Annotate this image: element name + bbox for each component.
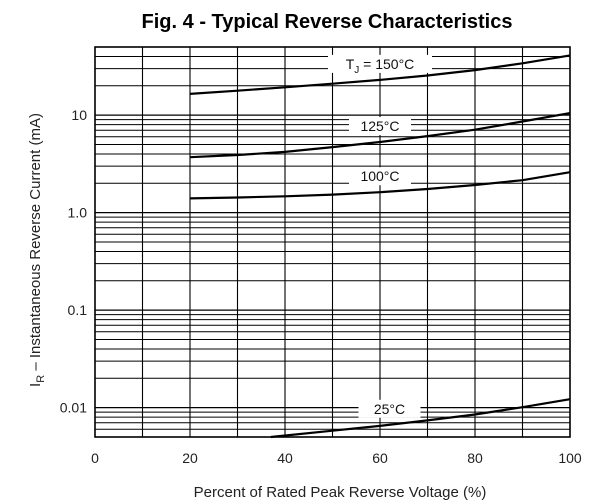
series-label-main: T — [346, 56, 355, 72]
series-label: TJ = 150°C — [346, 56, 415, 76]
series-line — [189, 171, 571, 200]
curves: TJ = 150°C 125°C 100°C 25°C — [189, 54, 571, 439]
series-label-main: 125°C — [360, 118, 399, 134]
series-label-bg — [358, 399, 421, 418]
series-label-main: 25°C — [374, 401, 405, 417]
y-tick-label: 10 — [71, 107, 87, 123]
series-line — [270, 398, 571, 439]
x-tick-label: 40 — [277, 450, 293, 466]
series-label-main: 100°C — [360, 168, 399, 184]
x-axis-label: Percent of Rated Peak Reverse Voltage (%… — [194, 484, 487, 501]
series-line — [189, 54, 571, 95]
series-label: 25°C — [374, 401, 405, 417]
x-tick-label: 80 — [467, 450, 483, 466]
x-tick-labels: 0 20 40 60 80 100 — [91, 450, 582, 466]
y-tick-label: 0.01 — [60, 400, 87, 416]
x-tick-label: 60 — [372, 450, 388, 466]
x-tick-label: 0 — [91, 450, 99, 466]
y-axis-label: IR – Instantaneous Reverse Current (mA) — [27, 113, 47, 387]
y-tick-label: 1.0 — [68, 205, 88, 221]
plot-frame — [94, 46, 571, 438]
series-label-bg — [349, 167, 411, 186]
series-label-bg — [349, 117, 411, 136]
y-axis-label-main: I — [27, 383, 44, 387]
series-label: 100°C — [360, 168, 399, 184]
x-tick-label: 100 — [558, 450, 582, 466]
x-tick-label: 20 — [182, 450, 198, 466]
y-tick-labels: 0.01 0.1 1.0 10 — [60, 107, 88, 416]
grid — [95, 47, 570, 437]
y-axis-label-rest: – Instantaneous Reverse Current (mA) — [27, 113, 44, 375]
y-tick-label: 0.1 — [68, 302, 88, 318]
chart-title: Fig. 4 - Typical Reverse Characteristics — [142, 11, 513, 33]
series-label-bg — [328, 54, 432, 73]
series-label-rest: = 150°C — [359, 56, 414, 72]
series-label: 125°C — [360, 118, 399, 134]
series-line — [189, 112, 571, 159]
series-label-sub: J — [354, 65, 359, 76]
y-axis-label-sub: R — [35, 375, 47, 383]
